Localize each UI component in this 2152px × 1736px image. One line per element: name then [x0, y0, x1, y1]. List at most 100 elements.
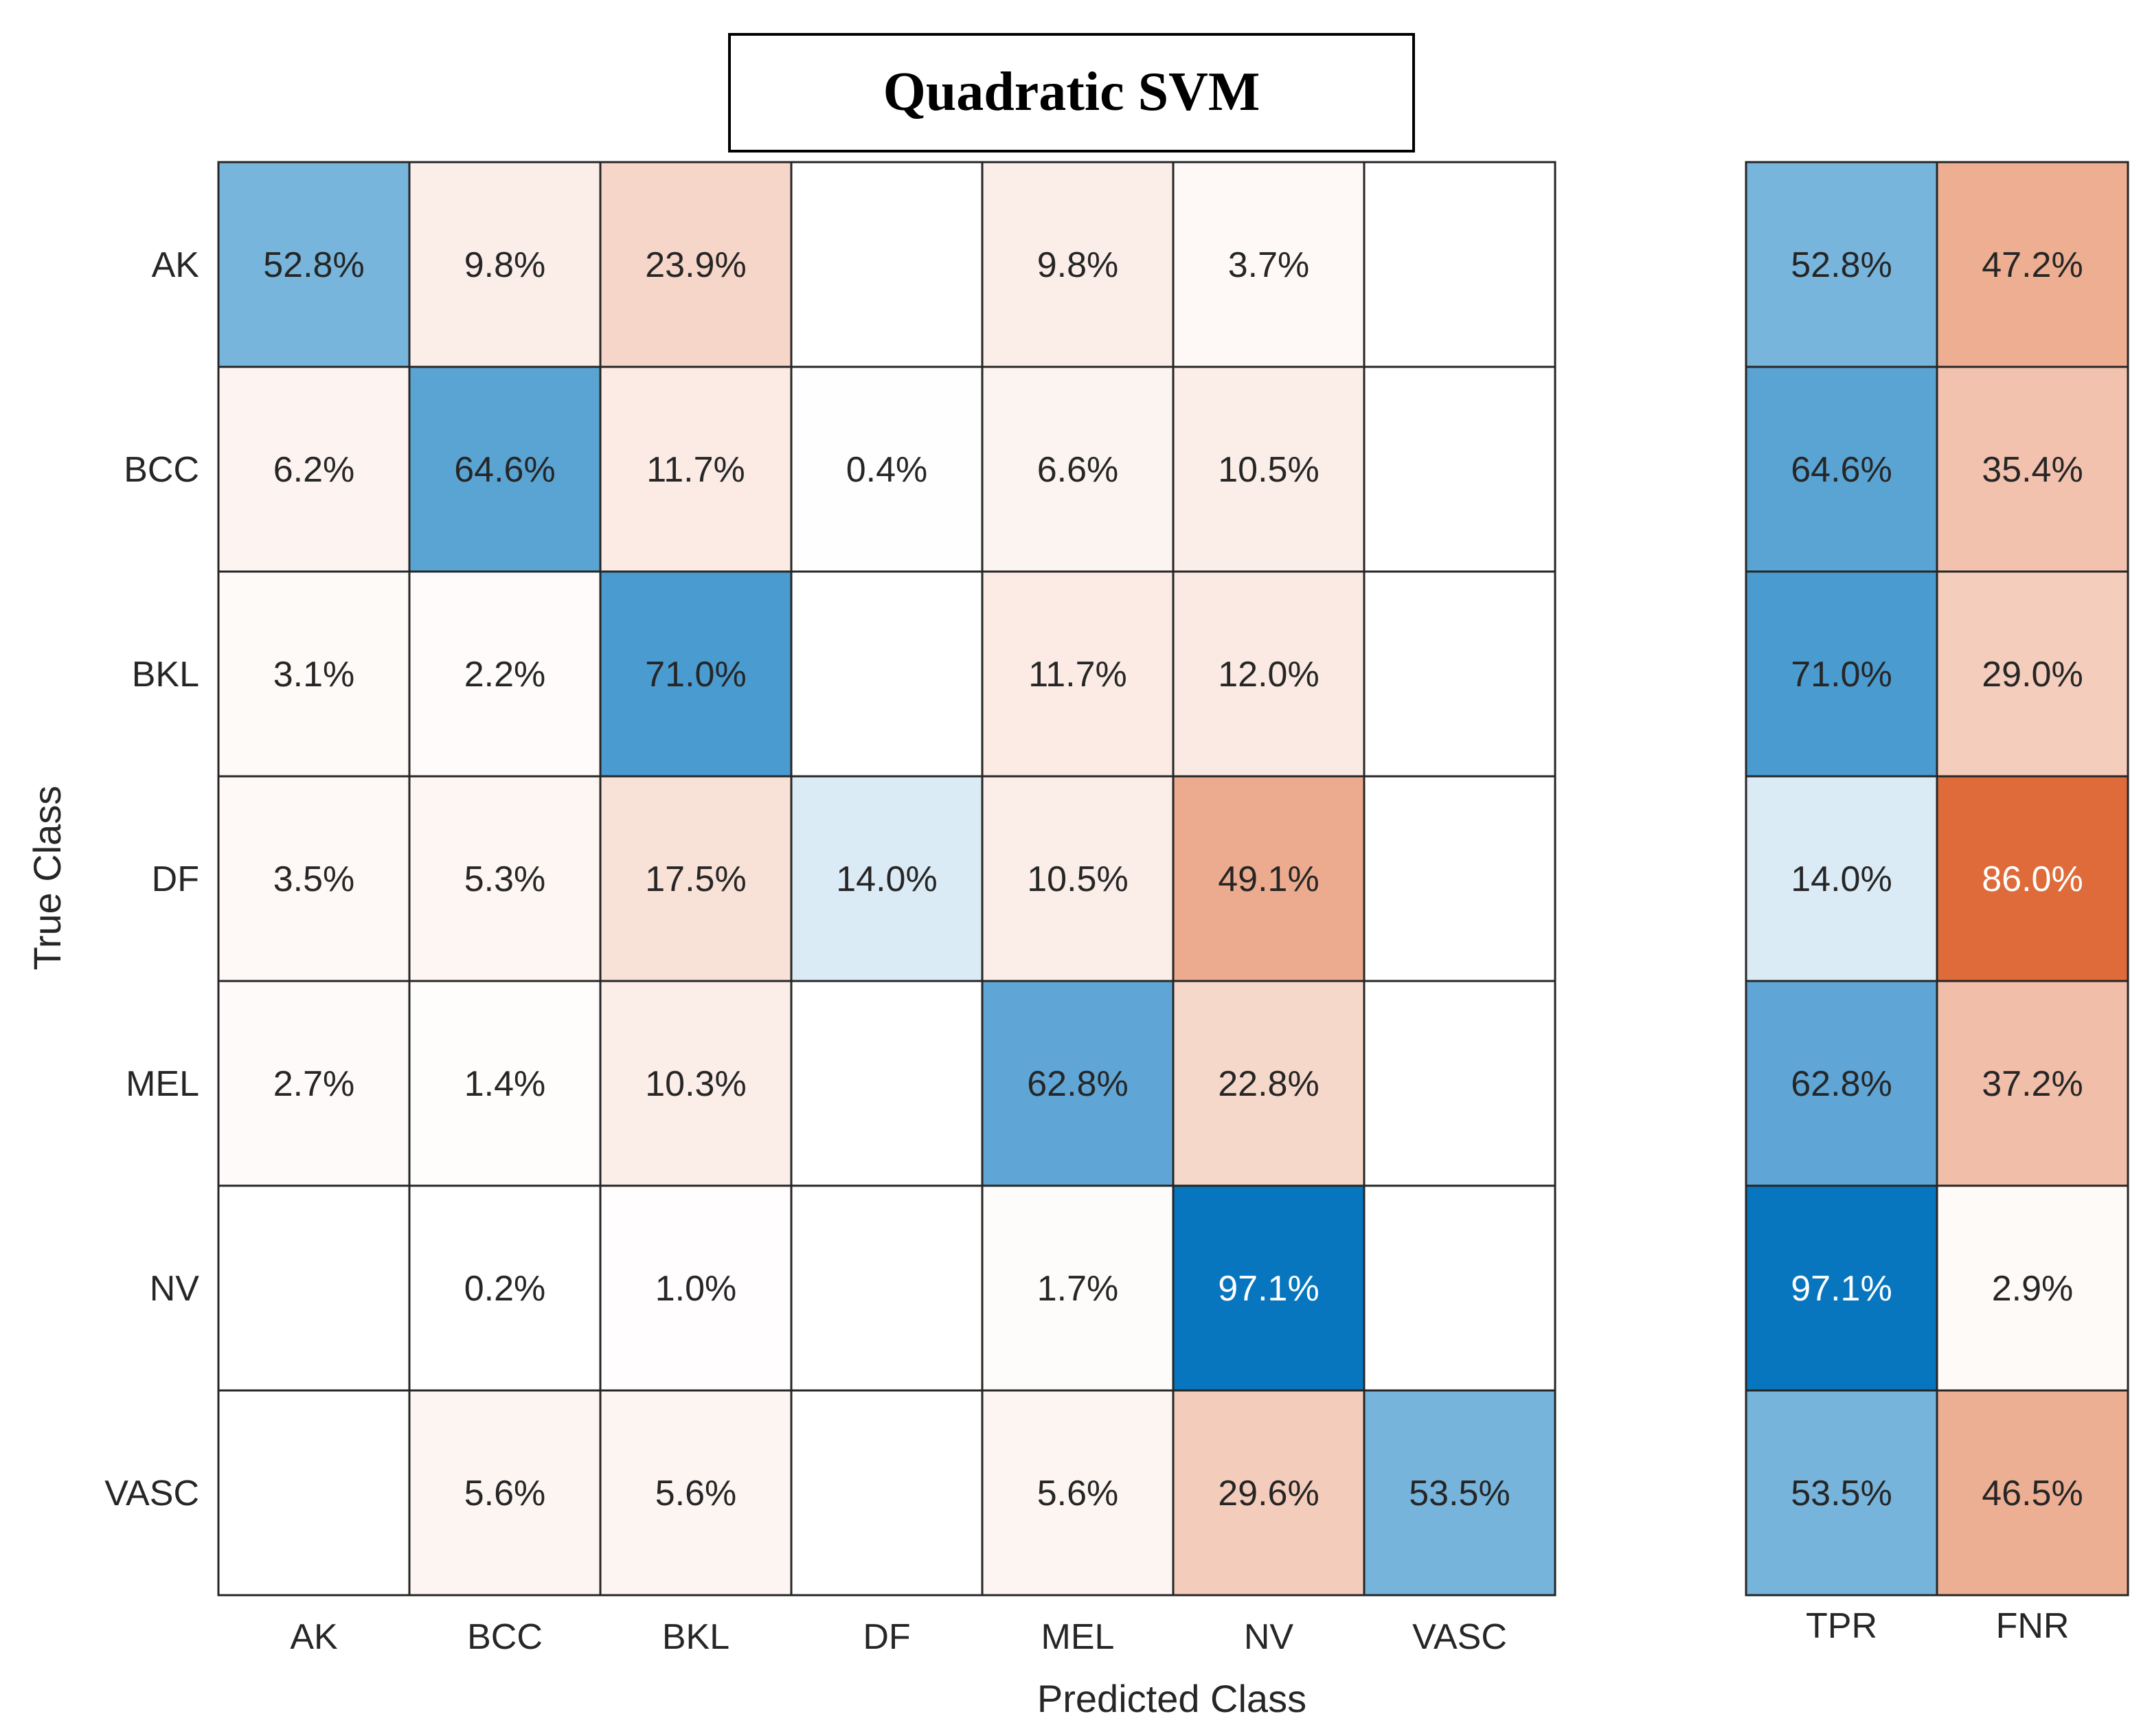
column-tick-bkl: BKL	[662, 1617, 729, 1657]
summary-tick-fnr: FNR	[1996, 1606, 2070, 1646]
matrix-value-vasc-bcc: 5.6%	[464, 1474, 546, 1513]
matrix-value-ak-bcc: 9.8%	[464, 245, 546, 285]
title-box	[728, 33, 1415, 153]
summary-cell-tpr-nv	[1745, 1184, 1938, 1392]
matrix-cell-ak-vasc	[1363, 161, 1556, 368]
matrix-cell-vasc-nv	[1172, 1389, 1366, 1597]
matrix-value-bkl-ak: 3.1%	[273, 655, 355, 695]
column-tick-df: DF	[863, 1617, 910, 1657]
summary-cell-fnr-bkl	[1936, 570, 2129, 778]
summary-value-tpr-bkl: 71.0%	[1791, 655, 1892, 695]
matrix-value-nv-bcc: 0.2%	[464, 1269, 546, 1309]
column-tick-mel: MEL	[1041, 1617, 1115, 1657]
column-tick-labels: AK BCC BKL DF MEL NV VASC	[290, 1617, 1507, 1657]
matrix-value-vasc-vasc: 53.5%	[1409, 1474, 1510, 1513]
column-tick-ak: AK	[290, 1617, 338, 1657]
matrix-value-mel-nv: 22.8%	[1218, 1064, 1319, 1104]
matrix-cell-df-mel	[981, 775, 1175, 982]
summary-value-fnr-nv: 2.9%	[1992, 1269, 2074, 1309]
matrix-cell-mel-df	[790, 980, 984, 1187]
matrix-cell-bcc-vasc	[1363, 365, 1556, 573]
matrix-value-bcc-nv: 10.5%	[1218, 450, 1319, 490]
matrix-cell-bkl-ak	[217, 570, 411, 778]
summary-value-fnr-bcc: 35.4%	[1982, 450, 2083, 490]
row-tick-ak: AK	[152, 245, 200, 285]
row-tick-bkl: BKL	[132, 655, 199, 695]
matrix-cell-df-ak	[217, 775, 411, 982]
summary-value-tpr-vasc: 53.5%	[1791, 1474, 1892, 1513]
matrix-cell-mel-vasc	[1363, 980, 1556, 1187]
matrix-cell-bcc-bcc	[408, 365, 602, 573]
matrix-cell-mel-bcc	[408, 980, 602, 1187]
y-axis-label: True Class	[25, 786, 69, 971]
row-tick-df: DF	[152, 859, 199, 899]
summary-value-tpr-bcc: 64.6%	[1791, 450, 1892, 490]
matrix-cell-ak-nv	[1172, 161, 1366, 368]
summary-cell-tpr-bkl	[1745, 570, 1938, 778]
summary-value-fnr-vasc: 46.5%	[1982, 1474, 2083, 1513]
matrix-cell-ak-df	[790, 161, 984, 368]
matrix-value-nv-bkl: 1.0%	[655, 1269, 737, 1309]
matrix-cell-bkl-bcc	[408, 570, 602, 778]
summary-cell-tpr-ak	[1745, 161, 1938, 368]
summary-value-tpr-nv: 97.1%	[1791, 1269, 1892, 1309]
matrix-value-vasc-nv: 29.6%	[1218, 1474, 1319, 1513]
matrix-value-df-nv: 49.1%	[1218, 859, 1319, 899]
matrix-value-mel-bkl: 10.3%	[645, 1064, 746, 1104]
matrix-value-nv-nv: 97.1%	[1218, 1269, 1319, 1309]
matrix-cell-ak-bkl	[599, 161, 793, 368]
matrix-value-df-bcc: 5.3%	[464, 859, 546, 899]
matrix-cell-bkl-vasc	[1363, 570, 1556, 778]
matrix-value-bcc-mel: 6.6%	[1037, 450, 1119, 490]
matrix-cell-df-bkl	[599, 775, 793, 982]
matrix-value-mel-bcc: 1.4%	[464, 1064, 546, 1104]
summary-tick-tpr: TPR	[1806, 1606, 1877, 1646]
summary-grid: 52.8% 64.6% 71.0% 14.0% 62.8% 97.1% 53.5% 47.2%…	[1745, 161, 2129, 1597]
summary-cell-tpr-mel	[1745, 980, 1938, 1187]
matrix-value-bcc-ak: 6.2%	[273, 450, 355, 490]
x-axis-label: Predicted Class	[1037, 1677, 1306, 1720]
matrix-cell-bkl-df	[790, 570, 984, 778]
matrix-value-df-bkl: 17.5%	[645, 859, 746, 899]
matrix-cell-bkl-mel	[981, 570, 1175, 778]
column-tick-nv: NV	[1244, 1617, 1294, 1657]
summary-value-tpr-ak: 52.8%	[1791, 245, 1892, 285]
summary-value-fnr-mel: 37.2%	[1982, 1064, 2083, 1104]
matrix-value-bcc-bkl: 11.7%	[646, 450, 745, 490]
matrix-cell-vasc-df	[790, 1389, 984, 1597]
matrix-cell-ak-ak	[217, 161, 411, 368]
row-tick-mel: MEL	[126, 1064, 199, 1104]
matrix-value-bcc-df: 0.4%	[846, 450, 928, 490]
summary-tick-labels: TPR FNR	[1806, 1606, 2069, 1646]
matrix-value-bkl-bcc: 2.2%	[464, 655, 546, 695]
matrix-value-ak-bkl: 23.9%	[645, 245, 746, 285]
row-tick-labels: AK BCC BKL DF MEL NV VASC	[104, 245, 199, 1513]
summary-value-fnr-ak: 47.2%	[1982, 245, 2083, 285]
matrix-cell-nv-mel	[981, 1184, 1175, 1392]
matrix-cell-df-df	[790, 775, 984, 982]
confusion-matrix-grid: 52.8% 9.8% 23.9% 9.8% 3.7% 6.2% 64.6% 11.7% 0.4%…	[217, 161, 1556, 1597]
matrix-value-bkl-nv: 12.0%	[1218, 655, 1319, 695]
matrix-cell-nv-ak	[217, 1184, 411, 1392]
summary-cell-fnr-df	[1936, 775, 2129, 982]
matrix-cell-ak-bcc	[408, 161, 602, 368]
matrix-cell-bkl-nv	[1172, 570, 1366, 778]
summary-value-fnr-df: 86.0%	[1982, 859, 2083, 899]
matrix-cell-mel-nv	[1172, 980, 1366, 1187]
row-tick-bcc: BCC	[124, 450, 199, 490]
summary-cell-fnr-bcc	[1936, 365, 2129, 573]
matrix-value-nv-mel: 1.7%	[1037, 1269, 1119, 1309]
summary-value-tpr-df: 14.0%	[1791, 859, 1892, 899]
matrix-value-vasc-bkl: 5.6%	[655, 1474, 737, 1513]
summary-cell-fnr-mel	[1936, 980, 2129, 1187]
summary-cell-fnr-nv	[1936, 1184, 2129, 1392]
summary-value-tpr-mel: 62.8%	[1791, 1064, 1892, 1104]
column-tick-bcc: BCC	[467, 1617, 543, 1657]
matrix-cell-vasc-mel	[981, 1389, 1175, 1597]
chart-title: Quadratic SVM	[883, 62, 1260, 122]
matrix-cell-nv-bcc	[408, 1184, 602, 1392]
matrix-cell-df-nv	[1172, 775, 1366, 982]
matrix-cell-df-bcc	[408, 775, 602, 982]
matrix-value-ak-ak: 52.8%	[263, 245, 364, 285]
matrix-cell-ak-mel	[981, 161, 1175, 368]
